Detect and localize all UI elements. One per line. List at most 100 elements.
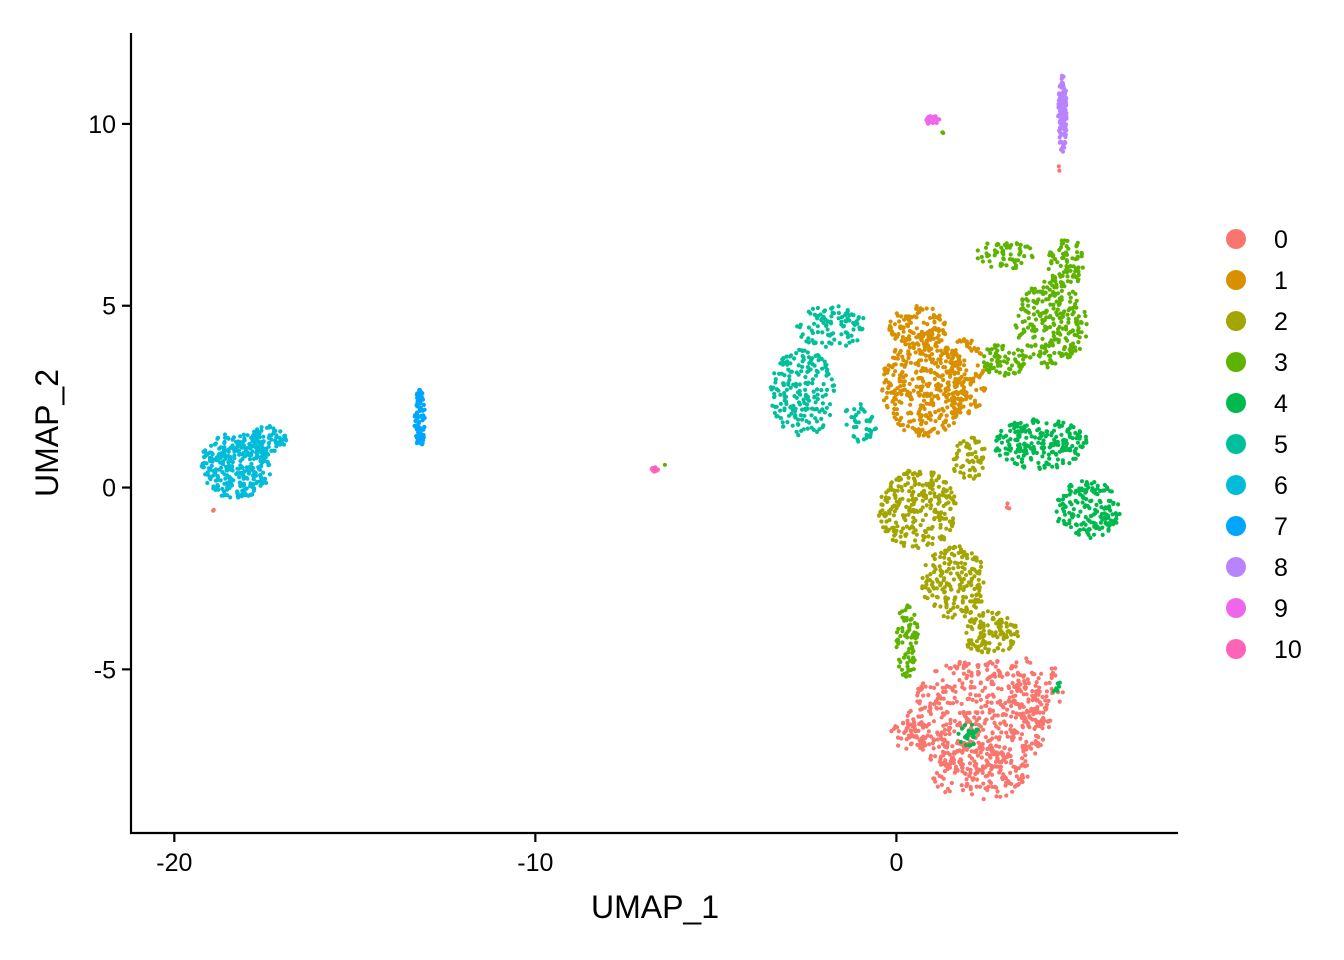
point — [911, 635, 916, 640]
point — [234, 471, 240, 476]
point — [1009, 735, 1014, 740]
point — [947, 731, 952, 737]
point — [954, 389, 959, 395]
point — [1020, 353, 1025, 358]
point — [1057, 330, 1062, 335]
point — [960, 383, 965, 388]
point — [995, 659, 1000, 665]
point — [939, 534, 945, 539]
point — [933, 341, 938, 346]
point — [973, 450, 978, 455]
point — [1032, 329, 1037, 334]
point — [978, 680, 983, 685]
point — [968, 394, 974, 399]
point — [245, 476, 250, 481]
point — [418, 400, 423, 405]
point — [931, 313, 937, 318]
point — [1048, 314, 1053, 319]
point — [1018, 736, 1023, 741]
point — [928, 356, 933, 362]
point — [229, 482, 234, 487]
point — [1070, 515, 1075, 520]
point — [958, 410, 963, 415]
point — [995, 789, 1000, 794]
point — [987, 738, 993, 743]
point — [939, 761, 944, 766]
point — [914, 384, 919, 389]
point — [968, 743, 973, 748]
point — [938, 348, 944, 353]
point — [993, 448, 999, 453]
point — [942, 750, 947, 756]
point — [805, 426, 810, 431]
point — [858, 402, 863, 407]
point — [930, 553, 936, 558]
point — [964, 572, 969, 578]
point — [976, 459, 981, 464]
legend-item-10: 10 — [1226, 636, 1302, 664]
point — [997, 642, 1002, 647]
point — [413, 423, 418, 428]
point — [919, 358, 924, 363]
point — [911, 648, 916, 654]
point — [1010, 789, 1015, 794]
point — [806, 309, 811, 314]
point — [1057, 680, 1062, 685]
point — [215, 435, 221, 440]
point — [942, 590, 947, 595]
cluster-6-points — [199, 424, 289, 500]
point — [998, 764, 1004, 769]
point — [929, 526, 934, 531]
point — [919, 720, 924, 725]
point — [983, 642, 988, 647]
point — [916, 411, 921, 416]
point — [1063, 132, 1068, 137]
point — [810, 377, 816, 382]
point — [983, 685, 988, 691]
point — [999, 730, 1004, 735]
point — [880, 387, 885, 392]
point — [981, 611, 986, 616]
point — [1060, 506, 1065, 511]
point — [923, 705, 928, 710]
point — [822, 316, 827, 321]
point — [932, 494, 937, 499]
point — [952, 751, 957, 756]
point — [1026, 325, 1031, 330]
point — [831, 388, 836, 393]
point — [246, 493, 251, 498]
point — [912, 314, 917, 319]
point — [986, 784, 991, 789]
point — [242, 436, 247, 441]
point — [981, 580, 986, 585]
point — [952, 718, 958, 724]
point — [1067, 446, 1072, 451]
point — [969, 593, 975, 598]
legend-key — [1226, 311, 1246, 331]
point — [925, 733, 930, 738]
point — [1023, 428, 1028, 433]
point — [845, 335, 851, 340]
point — [895, 391, 900, 396]
point — [962, 614, 968, 619]
point — [1020, 302, 1025, 307]
point — [1057, 516, 1062, 521]
point — [933, 507, 938, 512]
point — [973, 722, 978, 727]
point — [993, 345, 998, 350]
point — [994, 612, 1000, 617]
point — [1032, 450, 1037, 455]
point — [951, 566, 956, 571]
point — [952, 544, 957, 549]
point — [1036, 692, 1041, 697]
cluster-9-points — [924, 114, 942, 126]
point — [844, 319, 849, 324]
point — [1025, 721, 1030, 726]
point — [1092, 521, 1097, 526]
point — [925, 542, 930, 548]
point — [981, 727, 986, 732]
point — [960, 765, 965, 770]
point — [856, 410, 861, 415]
point — [994, 369, 999, 374]
point — [828, 321, 834, 326]
